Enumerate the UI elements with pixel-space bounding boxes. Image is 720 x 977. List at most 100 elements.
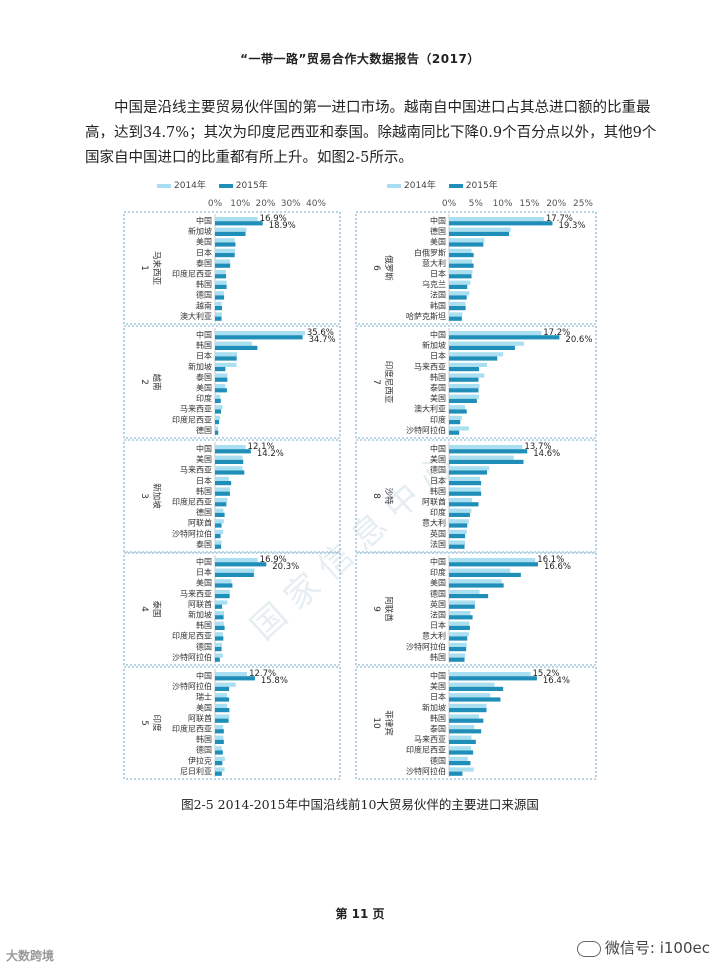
bar-2014 <box>215 352 237 357</box>
bar-2015 <box>215 449 251 454</box>
panel-country: 印度尼西亚 <box>383 361 394 404</box>
bar-2014 <box>449 312 463 317</box>
bar-2015 <box>449 697 501 702</box>
category-label: 沙特阿拉伯 <box>172 681 212 691</box>
panel-frame <box>355 211 597 325</box>
bar-2014 <box>449 280 471 285</box>
panel-rank: 5 <box>139 720 149 726</box>
data-label-2015: 14.6% <box>533 449 560 459</box>
bar-2014 <box>449 341 525 346</box>
category-label: 印度尼西亚 <box>172 724 212 734</box>
bar-2014 <box>449 238 485 243</box>
bar-2014 <box>449 767 474 772</box>
panel-country: 沙特 <box>383 487 394 505</box>
bar-2015 <box>215 771 222 776</box>
axis-tick-label: 15% <box>519 199 539 209</box>
category-label: 阿联酋 <box>422 497 446 507</box>
legend-item-2014: 2014年 <box>157 181 206 191</box>
bar-2014 <box>215 362 237 367</box>
bar-2014 <box>215 540 222 545</box>
bar-2015 <box>449 750 474 755</box>
data-label-2014: 16.9% <box>260 214 287 224</box>
bar-2014 <box>215 714 230 719</box>
bar-2014 <box>215 373 228 378</box>
legend-swatch-2014 <box>157 183 171 188</box>
bar-2014 <box>215 227 247 232</box>
category-label: 印度尼西亚 <box>172 414 212 424</box>
bar-2014 <box>215 568 255 573</box>
category-label: 德国 <box>196 641 212 651</box>
legend-label-2015: 2015年 <box>235 181 268 191</box>
bar-2014 <box>449 579 502 584</box>
axis-tick-label: 20% <box>255 199 275 209</box>
data-label-2015: 15.8% <box>261 676 288 686</box>
bar-2014 <box>215 331 305 336</box>
bar-2015 <box>449 345 515 350</box>
intro-paragraph: 中国是沿线主要贸易伙伴国的第一进口市场。越南自中国进口占其总进口额的比重最高，达… <box>85 100 657 166</box>
bar-2014 <box>449 621 470 626</box>
legend-label-2014: 2014年 <box>174 181 206 191</box>
legend-label-2014-right: 2014年 <box>404 181 436 191</box>
category-label: 中国 <box>430 216 446 226</box>
category-label: 马来西亚 <box>180 405 212 414</box>
bar-2014 <box>449 373 485 378</box>
bar-2015 <box>449 523 468 528</box>
category-label: 沙特阿拉伯 <box>172 652 212 662</box>
legend-label-2015-right: 2015年 <box>465 181 498 191</box>
data-label-2014: 16.9% <box>260 555 287 565</box>
data-label-2015: 20.6% <box>565 335 592 345</box>
bar-2014 <box>215 682 236 687</box>
bar-2014 <box>215 672 248 677</box>
bar-2015 <box>449 242 484 247</box>
bar-2015 <box>215 583 233 588</box>
bar-2015 <box>215 306 223 311</box>
category-label: 泰国 <box>196 258 212 268</box>
bar-2014 <box>215 519 224 524</box>
bar-2015 <box>449 572 521 577</box>
category-label: 中国 <box>430 557 446 567</box>
category-label: 印度尼西亚 <box>406 745 446 755</box>
category-label: 英国 <box>430 528 446 538</box>
bar-2015 <box>215 697 230 702</box>
panel-country: 泰国 <box>151 600 162 617</box>
axis-tick-label: 20% <box>546 199 566 209</box>
category-label: 日本 <box>430 620 446 630</box>
bar-2015 <box>449 367 480 372</box>
category-label: 沙特阿拉伯 <box>406 641 446 651</box>
panel-country: 俄罗斯 <box>383 255 394 281</box>
bar-2015 <box>449 253 474 258</box>
category-label: 沙特阿拉伯 <box>406 766 446 776</box>
panel-country: 马来西亚 <box>151 251 161 286</box>
bar-2015 <box>215 657 220 662</box>
bar-2014 <box>215 529 224 534</box>
bar-2014 <box>449 217 544 222</box>
bar-2014 <box>215 455 243 460</box>
bar-2014 <box>449 331 542 336</box>
bar-2015 <box>215 636 224 641</box>
bar-2014 <box>215 508 224 513</box>
bar-2015 <box>449 231 510 236</box>
bar-2015 <box>215 512 225 517</box>
bar-2015 <box>215 729 224 734</box>
bar-2014 <box>449 270 473 275</box>
bar-2014 <box>449 415 462 420</box>
axis-tick-label: 40% <box>306 199 326 209</box>
panel-country: 阿联酋 <box>383 596 394 622</box>
bar-2015 <box>449 420 461 425</box>
category-label: 韩国 <box>430 713 446 723</box>
bar-2014 <box>215 476 229 481</box>
category-label: 澳大利亚 <box>414 404 446 414</box>
category-label: 日本 <box>430 351 446 361</box>
bar-2015 <box>215 718 229 723</box>
bar-2014 <box>449 529 467 534</box>
bar-2015 <box>449 512 470 517</box>
bar-2014 <box>215 632 223 637</box>
axis-tick-label: 25% <box>573 199 593 209</box>
bar-2014 <box>215 725 224 730</box>
page-header: “一带一路”贸易合作大数据报告（2017） <box>240 52 480 66</box>
bar-2015 <box>215 242 236 247</box>
axis-tick-label: 10% <box>230 199 250 209</box>
category-label: 韩国 <box>196 279 212 289</box>
bar-2014 <box>449 455 514 460</box>
category-label: 美国 <box>196 383 212 393</box>
